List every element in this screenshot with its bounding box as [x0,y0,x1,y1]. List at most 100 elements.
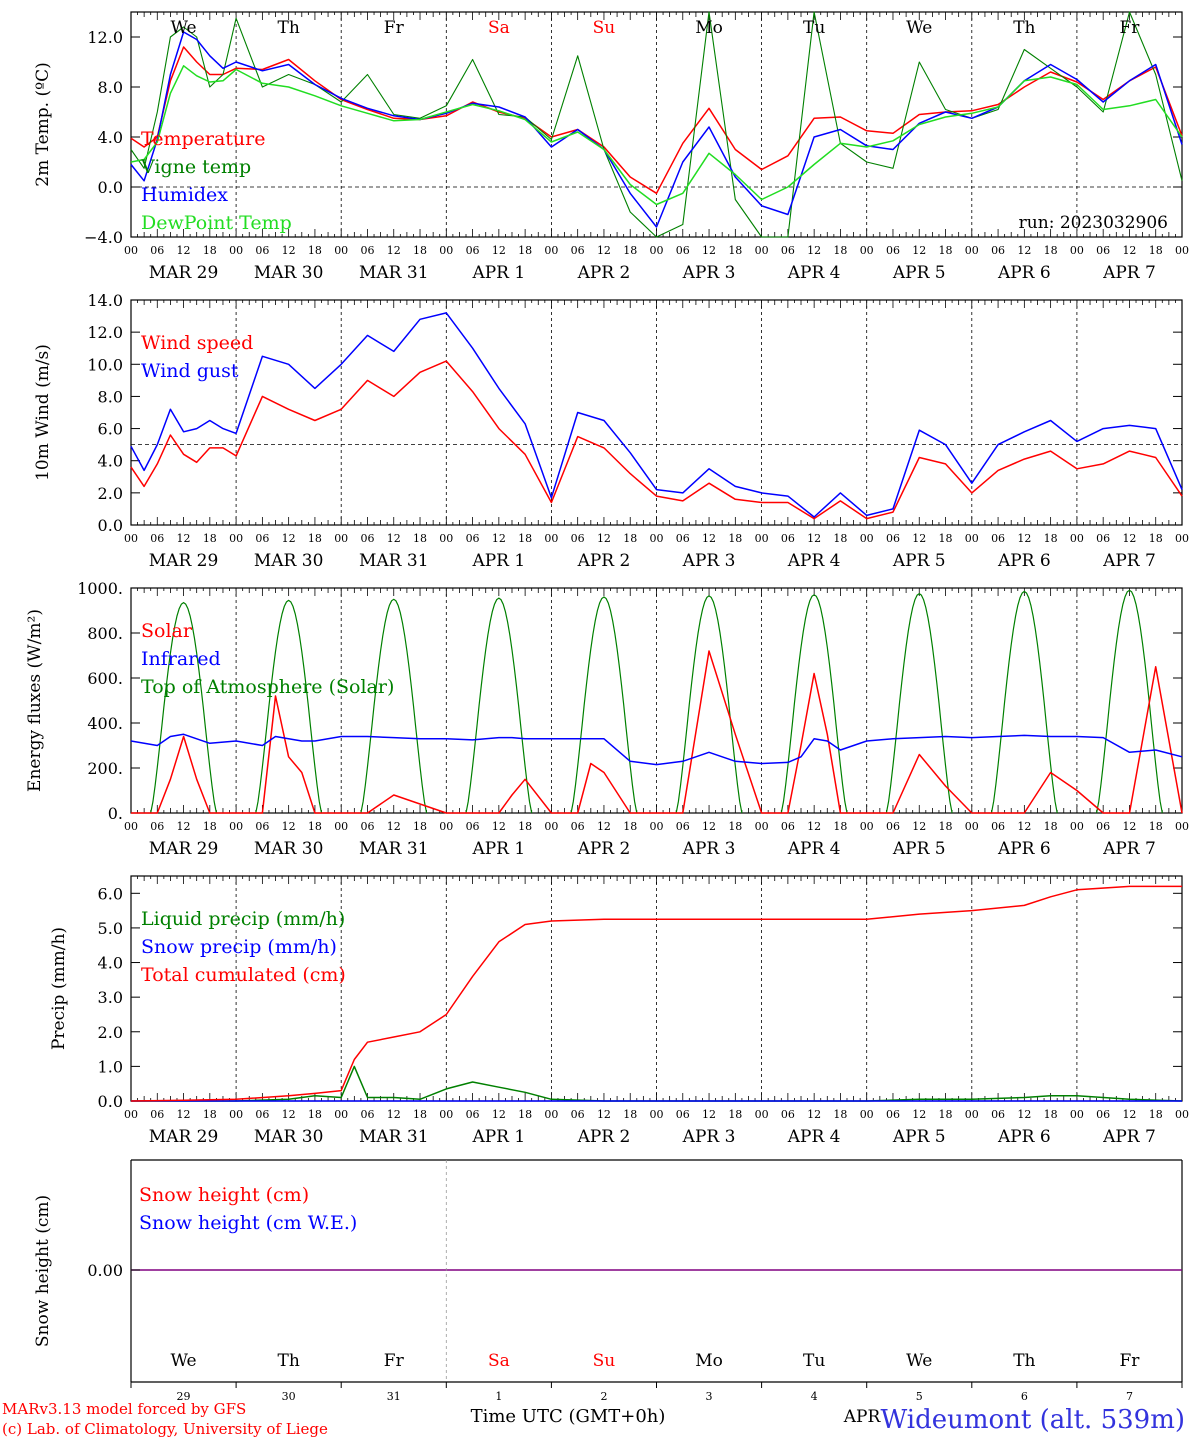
run-label: run: 2023032906 [1019,213,1168,233]
date-label: APR 1 [471,263,525,283]
hour-tick-label: 18 [939,820,953,833]
hour-tick-label: 12 [282,532,296,545]
day-number-label: 4 [811,1390,818,1403]
hour-tick-label: 00 [965,1108,979,1121]
date-label: APR 2 [577,551,631,571]
hour-tick-label: 18 [1149,1108,1163,1121]
hour-tick-label: 18 [1044,244,1058,257]
day-name-label: Th [278,18,300,38]
hour-tick-label: 06 [466,532,480,545]
hour-tick-label: 06 [571,820,585,833]
y-tick-label: 4.0 [98,954,123,973]
legend-entry: Vigne temp [140,156,251,178]
date-label: APR 1 [471,1127,525,1147]
y-tick-label: 800. [87,624,123,643]
date-label: APR 3 [682,839,736,859]
hour-tick-label: 06 [571,244,585,257]
hour-tick-label: 18 [728,820,742,833]
hour-tick-label: 18 [728,244,742,257]
hour-tick-label: 00 [650,532,664,545]
y-tick-label: 8.0 [98,387,123,406]
hour-tick-label: 18 [623,820,637,833]
y-tick-label: 6.0 [98,420,123,439]
date-label: APR 5 [892,263,946,283]
hour-tick-label: 12 [1017,244,1031,257]
hour-tick-label: 00 [439,820,453,833]
legend-entry: Humidex [141,184,228,206]
hour-tick-label: 00 [1070,532,1084,545]
legend-entry: Liquid precip (mm/h) [141,908,345,930]
hour-tick-label: 18 [518,820,532,833]
hour-tick-label: 00 [755,1108,769,1121]
hour-tick-label: 12 [912,1108,926,1121]
hour-tick-label: 12 [492,1108,506,1121]
hour-tick-label: 00 [1070,1108,1084,1121]
day-number-label: 30 [282,1390,296,1403]
date-label: APR 6 [997,1127,1051,1147]
hour-tick-label: 00 [439,532,453,545]
legend-entry: Snow height (cm W.E.) [139,1212,357,1234]
y-tick-label: 0.0 [98,178,123,197]
hour-tick-label: 00 [124,820,138,833]
hour-tick-label: 06 [150,532,164,545]
y-tick-label: 4.0 [98,452,123,471]
hour-tick-label: 00 [334,532,348,545]
y-tick-label: 1.0 [98,1057,123,1076]
y-axis-label: Snow height (cm) [33,1195,53,1347]
y-tick-label: 10.0 [87,355,123,374]
day-number-label: 29 [177,1390,191,1403]
day-name-label: Su [593,1351,616,1371]
hour-tick-label: 18 [1044,1108,1058,1121]
hour-tick-label: 18 [623,1108,637,1121]
y-tick-label: 0.00 [87,1261,123,1280]
y-tick-label: 4.0 [98,128,123,147]
series-line-temperature [130,46,1183,195]
hour-tick-label: 12 [1122,820,1136,833]
day-name-label: Fr [1119,1351,1140,1371]
hour-tick-label: 12 [1017,532,1031,545]
hour-tick-label: 12 [702,244,716,257]
hour-tick-label: 00 [1070,244,1084,257]
hour-tick-label: 00 [544,532,558,545]
hour-tick-label: 12 [597,1108,611,1121]
hour-tick-label: 12 [807,1108,821,1121]
hour-tick-label: 06 [466,820,480,833]
hour-tick-label: 00 [229,532,243,545]
hour-tick-label: 00 [124,1108,138,1121]
hour-tick-label: 18 [623,244,637,257]
overlap-label: APR [843,1407,882,1427]
legend-entry: DewPoint Temp [141,212,292,234]
day-number-label: 3 [706,1390,713,1403]
hour-tick-label: 12 [177,820,191,833]
hour-tick-label: 18 [623,532,637,545]
hour-tick-label: 12 [282,244,296,257]
hour-tick-label: 06 [1096,820,1110,833]
day-name-label: Sa [488,18,510,38]
series-line-vigne-temp [130,11,1183,238]
hour-tick-label: 12 [702,532,716,545]
hour-tick-label: 12 [282,820,296,833]
hour-tick-label: 12 [387,532,401,545]
hour-tick-label: 18 [203,820,217,833]
hour-tick-label: 06 [466,244,480,257]
hour-tick-label: 18 [833,532,847,545]
hour-tick-label: 18 [308,532,322,545]
hour-tick-label: 18 [413,1108,427,1121]
legend-entry: Temperature [141,128,265,150]
y-tick-label: 400. [87,714,123,733]
hour-tick-label: 18 [413,820,427,833]
date-label: APR 7 [1102,551,1156,571]
hour-tick-label: 06 [360,532,374,545]
hour-tick-label: 12 [177,244,191,257]
date-label: APR 4 [787,1127,841,1147]
hour-tick-label: 12 [492,820,506,833]
y-tick-label: 8.0 [98,78,123,97]
day-name-label: We [906,1351,932,1371]
lab-credit: (c) Lab. of Climatology, University of L… [2,1420,328,1438]
hour-tick-label: 06 [781,1108,795,1121]
station-label: Wideumont (alt. 539m) [881,1405,1185,1435]
date-label: MAR 30 [254,551,324,571]
series-line-wind-gust [130,312,1183,518]
hour-tick-label: 06 [360,244,374,257]
day-name-label: Th [1013,1351,1035,1371]
